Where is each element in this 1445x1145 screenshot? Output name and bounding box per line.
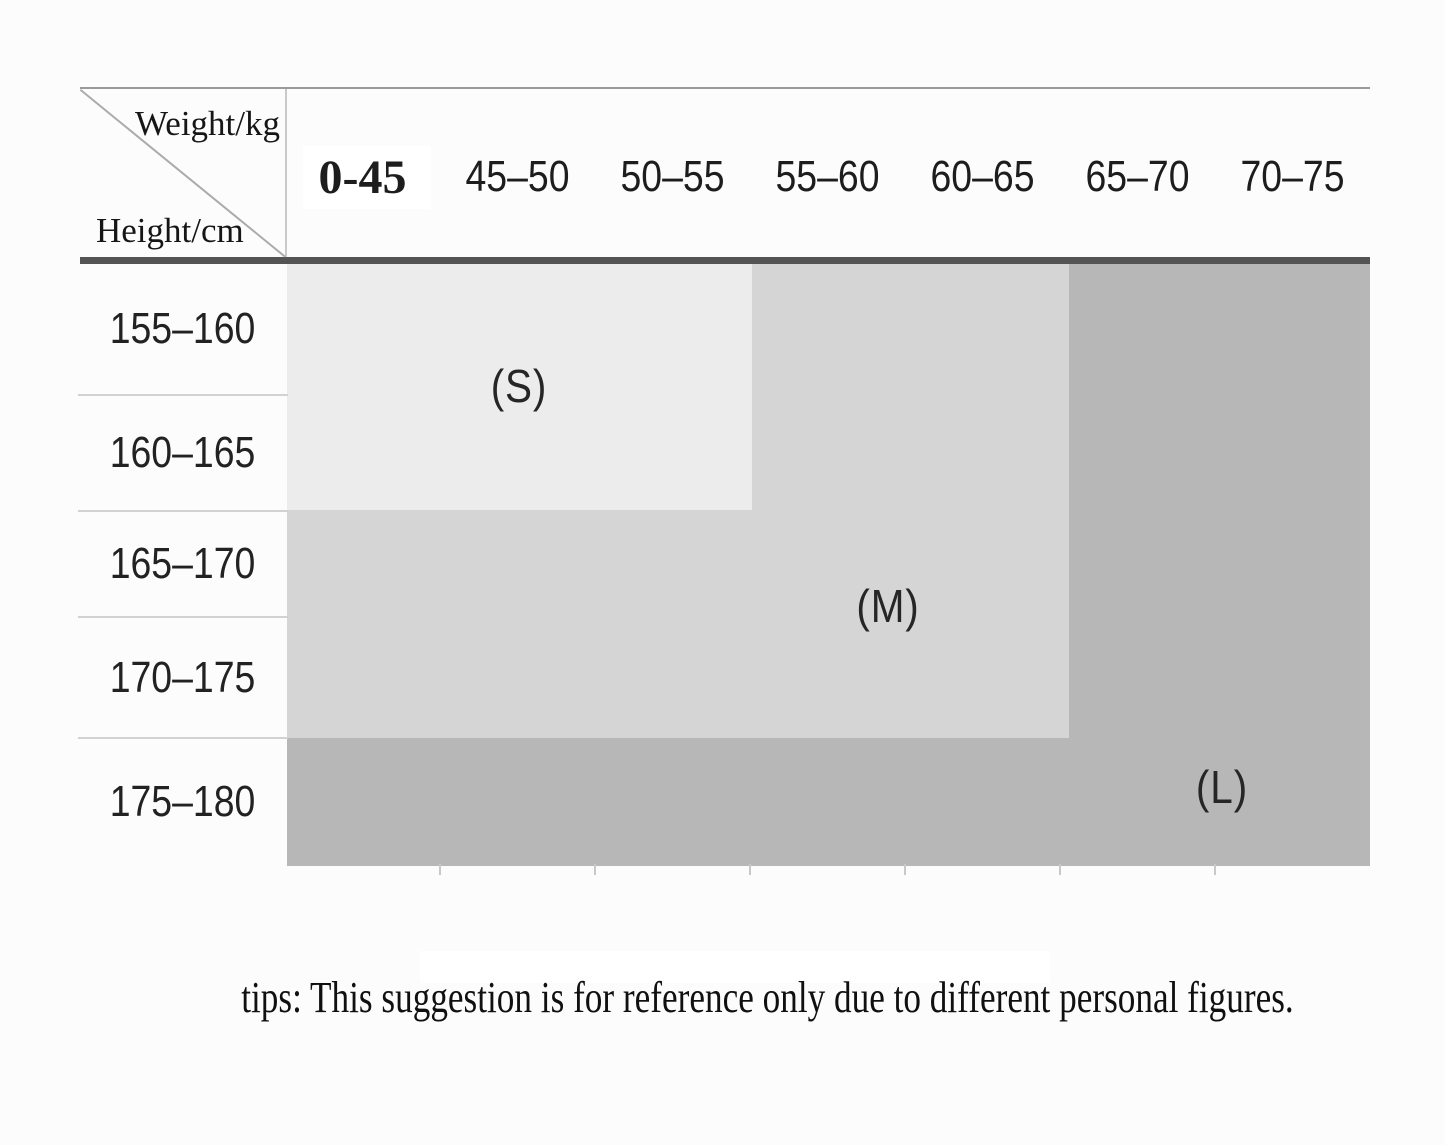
weight-col-header-50-55: 50–55: [620, 152, 725, 201]
row-divider: [78, 394, 288, 396]
row-divider: [78, 737, 288, 739]
size-region-s: [287, 263, 752, 510]
column-tick: [749, 864, 751, 875]
size-label-l: (L): [1195, 761, 1249, 813]
first-column-highlight: [303, 146, 431, 209]
height-row-header-155-160: 155–160: [109, 303, 256, 353]
size-label-m: (M): [856, 580, 920, 632]
row-divider: [78, 510, 288, 512]
weight-col-header-60-65: 60–65: [930, 152, 1035, 201]
tips-text: tips: This suggestion is for reference o…: [241, 973, 1294, 1022]
height-row-header-170-175: 170–175: [109, 652, 256, 702]
corner-cell-divider: [285, 89, 287, 257]
header-separator-line: [80, 257, 1370, 264]
column-tick: [904, 864, 906, 875]
weight-col-header-45-50: 45–50: [465, 152, 570, 201]
height-row-header-160-165: 160–165: [109, 428, 256, 477]
row-divider: [78, 616, 288, 618]
weight-col-header-65-70: 65–70: [1085, 152, 1190, 201]
column-tick: [594, 864, 596, 875]
weight-axis-label: Weight/kg: [135, 104, 280, 143]
column-tick: [1214, 864, 1216, 875]
height-row-header-175-180: 175–180: [109, 777, 256, 826]
column-tick: [1059, 864, 1061, 875]
tips-highlight-patch: [420, 951, 1050, 983]
weight-col-header-70-75: 70–75: [1240, 152, 1345, 201]
height-axis-label: Height/cm: [96, 211, 244, 250]
table-top-border: [80, 87, 1370, 89]
weight-col-header-55-60: 55–60: [775, 152, 880, 201]
size-label-s: (S): [490, 360, 548, 412]
weight-col-header-0-45: 0-45: [318, 150, 407, 204]
height-row-header-165-170: 165–170: [109, 539, 256, 588]
column-tick: [439, 864, 441, 875]
